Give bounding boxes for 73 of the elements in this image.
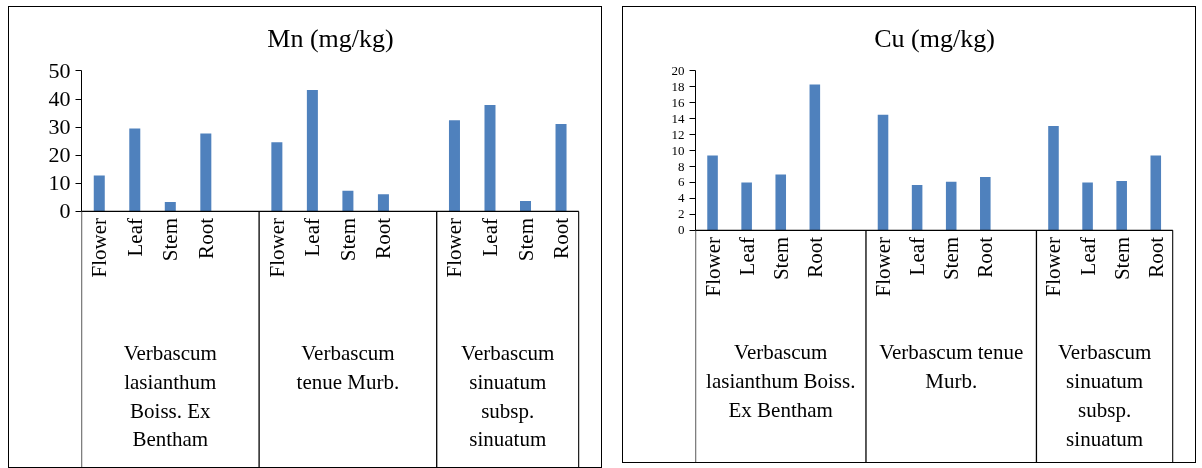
x-tick-label: Flower [264, 218, 289, 278]
bar [555, 124, 567, 212]
bar [741, 182, 752, 231]
bar [342, 190, 354, 212]
x-tick-label: Leaf [1075, 236, 1100, 276]
bar [271, 142, 283, 212]
text: Verbascum tenue Murb. [296, 341, 400, 394]
chart-title: Cu (mg/kg) [874, 23, 995, 53]
bar [809, 84, 821, 231]
x-tick-label: Leaf [300, 218, 325, 257]
y-tick-label: 18 [671, 78, 685, 94]
x-tick-label: Root [549, 217, 574, 259]
x-tick-label: Stem [939, 236, 964, 281]
bar [1116, 180, 1127, 231]
bar [448, 120, 460, 212]
y-tick-label: 6 [678, 174, 685, 190]
x-tick-label: Stem [513, 218, 538, 262]
bar [93, 175, 105, 212]
bar [707, 155, 718, 231]
y-tick-label: 20 [48, 142, 71, 168]
x-tick-label: Leaf [122, 218, 147, 257]
y-tick-label: 0 [59, 198, 71, 224]
text: Verbascum sinuatum subsp. sinuatum [461, 341, 555, 452]
bar [200, 133, 212, 212]
x-tick-label: Leaf [477, 218, 502, 257]
text: Verbascum lasianthum Boiss. Ex Bentham [706, 340, 856, 422]
bar [775, 174, 787, 231]
y-tick-label: 30 [48, 114, 71, 140]
bar [1082, 182, 1093, 231]
x-tick-label: Stem [335, 218, 360, 262]
text: Verbascum sinuatum subsp. sinuatum [1057, 340, 1152, 451]
y-tick-label: 50 [48, 57, 71, 83]
x-tick-label: Flower [1041, 236, 1066, 297]
y-tick-label: 4 [678, 190, 685, 206]
y-tick-label: 12 [671, 126, 685, 142]
text: Verbascum tenue Murb. [879, 340, 1024, 394]
y-tick-label: 2 [678, 206, 685, 222]
x-tick-label: Root [193, 217, 218, 259]
x-tick-label: Stem [158, 218, 183, 262]
x-tick-label: Leaf [905, 236, 930, 276]
y-tick-label: 16 [671, 94, 685, 110]
x-tick-label: Flower [442, 218, 467, 278]
y-tick-label: 20 [671, 62, 685, 78]
bar [877, 114, 889, 231]
x-tick-label: Leaf [734, 236, 759, 276]
bar [980, 176, 991, 231]
bar [1048, 125, 1059, 231]
bar [129, 128, 141, 212]
bar [164, 201, 176, 212]
y-tick-label: 0 [678, 222, 685, 238]
bar [520, 201, 532, 212]
x-tick-label: Root [371, 217, 396, 259]
bar [945, 181, 957, 231]
bar [484, 104, 496, 212]
x-tick-label: Stem [1109, 236, 1134, 281]
bar [1150, 155, 1162, 231]
x-tick-label: Flower [871, 236, 896, 297]
x-tick-label: Root [802, 236, 827, 278]
bar [911, 184, 923, 231]
y-tick-label: 40 [48, 86, 71, 111]
chart-title: Mn (mg/kg) [267, 23, 394, 53]
x-tick-label: Flower [87, 218, 112, 278]
text: Verbascum lasianthum Boiss. Ex Bentham [123, 341, 217, 452]
y-tick-label: 10 [48, 170, 71, 196]
x-tick-label: Root [973, 236, 998, 278]
bar [306, 90, 318, 212]
bar [377, 194, 389, 212]
x-tick-label: Root [1143, 236, 1168, 278]
x-tick-label: Flower [700, 236, 725, 297]
x-tick-label: Stem [768, 236, 793, 281]
y-tick-label: 10 [671, 142, 685, 158]
y-tick-label: 8 [678, 158, 685, 174]
y-tick-label: 14 [671, 110, 685, 126]
